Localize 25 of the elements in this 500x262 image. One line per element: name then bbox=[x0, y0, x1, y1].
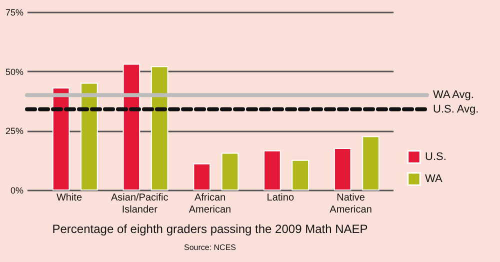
ref-line-label: U.S. Avg. bbox=[433, 103, 479, 116]
bar bbox=[292, 160, 310, 190]
text: Percentage of eighth graders passing the 2009 Math NAEP bbox=[52, 222, 368, 236]
y-tick-label: 25% bbox=[5, 126, 24, 136]
bar bbox=[334, 148, 352, 190]
ref-line-label: WA Avg. bbox=[433, 89, 474, 102]
bar bbox=[221, 152, 239, 190]
legend-label: U.S. bbox=[425, 151, 446, 163]
legend-label: WA bbox=[425, 173, 443, 185]
bar bbox=[193, 163, 210, 190]
bar bbox=[362, 136, 380, 190]
bar bbox=[52, 87, 70, 190]
y-tick-label: 50% bbox=[5, 66, 24, 77]
bar bbox=[264, 150, 281, 190]
x-tick-label: White bbox=[56, 192, 82, 204]
x-tick-label: African American bbox=[188, 192, 232, 216]
source-note: Source: NCES bbox=[184, 243, 236, 252]
x-tick-label: Native American bbox=[330, 192, 372, 216]
y-tick-label: 75% bbox=[5, 8, 24, 18]
x-tick-label: Asian/Pacific Islander bbox=[110, 192, 168, 216]
bar bbox=[150, 66, 168, 190]
x-tick-label: Latino bbox=[266, 192, 294, 204]
y-tick-label: 0% bbox=[10, 186, 24, 196]
bar bbox=[80, 82, 98, 190]
bar bbox=[122, 64, 140, 190]
